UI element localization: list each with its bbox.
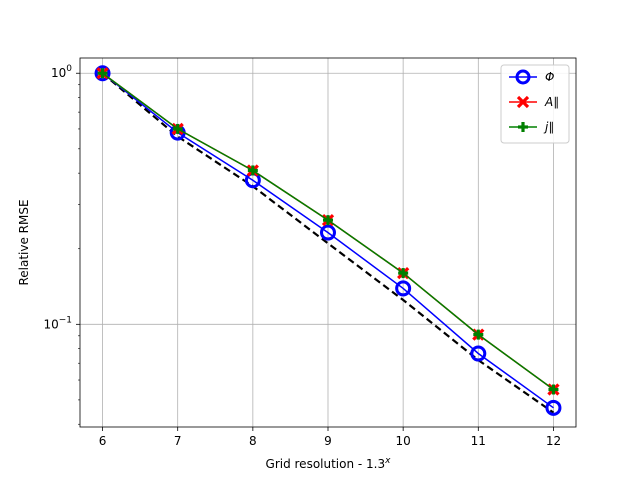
data-point [94,65,111,82]
data-point [470,345,487,362]
legend-item: Φ [509,69,554,85]
x-axis-label: Grid resolution - 1.3x [266,456,392,471]
data-point [473,329,484,340]
x-tick-label: 12 [546,434,561,448]
ticks: 6 7 8 9 10 11 12 100 10−1 [43,64,561,448]
legend-label: Φ [545,70,554,84]
legend-marker [516,95,530,109]
x-tick-label: 8 [249,434,257,448]
x-tick-label: 9 [324,434,332,448]
series-layer [94,65,562,416]
data-point [172,123,183,134]
x-tick-label: 10 [396,434,411,448]
data-point [545,399,562,416]
legend-item: A∥ [509,95,559,109]
y-axis-label: Relative RMSE [17,199,31,285]
marker-stroke [516,95,530,109]
x-tick-label: 11 [471,434,486,448]
legend-marker [518,122,528,132]
data-point [323,215,333,226]
legend-label: j∥ [543,120,554,134]
legend: Φ A∥ j∥ [500,64,570,144]
data-point [395,280,412,297]
legend-box [500,64,570,144]
y-tick-label: 100 [51,64,72,80]
data-point [97,68,108,79]
legend-label: A∥ [544,95,559,109]
y-tick-label: 10−1 [43,315,72,331]
data-point [320,224,336,241]
series-plus [97,68,559,395]
data-point [247,165,258,176]
legend-item: j∥ [509,120,554,134]
x-tick-label: 6 [99,434,107,448]
data-point [548,384,559,395]
data-point [398,268,409,279]
x-tick-label: 7 [174,434,182,448]
legend-marker [515,69,531,85]
